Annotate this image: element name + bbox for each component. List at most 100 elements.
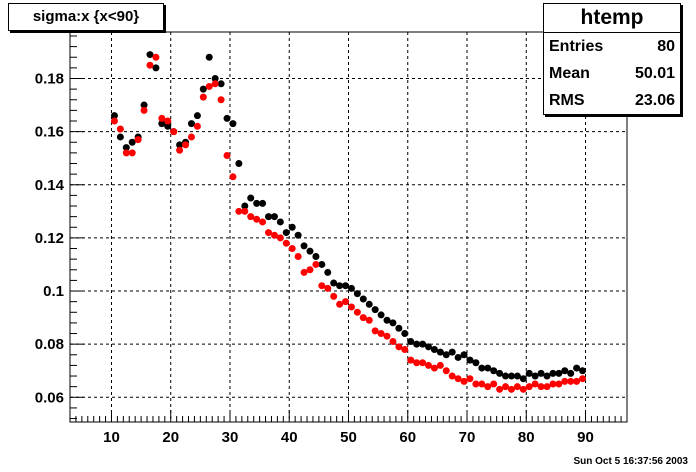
data-point-series-1 [472, 359, 480, 367]
data-point-series-1 [205, 53, 213, 61]
data-point-series-1 [484, 364, 492, 372]
data-point-series-1 [519, 375, 527, 383]
data-point-series-2 [116, 125, 124, 133]
stats-row-rms: RMS 23.06 [544, 87, 680, 114]
stats-label: Entries [549, 38, 604, 55]
stats-row-entries: Entries 80 [544, 33, 680, 60]
data-point-series-1 [253, 199, 261, 207]
x-tick-label: 50 [340, 429, 357, 446]
stats-label: Mean [549, 65, 590, 82]
data-point-series-1 [466, 356, 474, 364]
data-point-series-2 [502, 383, 510, 391]
data-point-series-2 [377, 330, 385, 338]
data-point-series-1 [502, 372, 510, 380]
data-point-series-1 [122, 144, 130, 152]
data-point-series-1 [561, 367, 569, 375]
data-point-series-1 [490, 367, 498, 375]
data-point-series-2 [478, 380, 486, 388]
data-point-series-1 [424, 343, 432, 351]
data-point-series-2 [330, 292, 338, 300]
data-point-series-1 [265, 213, 273, 221]
data-point-series-1 [371, 306, 379, 314]
data-point-series-1 [140, 101, 148, 109]
data-point-series-1 [294, 231, 302, 239]
data-point-series-1 [282, 229, 290, 237]
data-point-series-1 [430, 345, 438, 353]
timestamp: Sun Oct 5 16:37:56 2003 [573, 456, 688, 467]
data-point-series-2 [561, 377, 569, 385]
data-point-series-2 [365, 316, 373, 324]
data-point-series-1 [353, 290, 361, 298]
data-point-series-1 [579, 367, 587, 375]
data-point-series-2 [401, 345, 409, 353]
data-point-series-2 [342, 298, 350, 306]
x-tick-label: 80 [518, 429, 535, 446]
data-point-series-2 [158, 114, 166, 122]
data-point-series-2 [223, 152, 231, 160]
data-point-series-2 [294, 252, 302, 260]
y-tick-label: 0.1 [43, 283, 64, 300]
data-point-series-2 [217, 96, 225, 104]
x-tick-label: 70 [459, 429, 476, 446]
data-point-series-2 [507, 385, 515, 393]
data-point-series-2 [466, 375, 474, 383]
data-point-series-1 [395, 324, 403, 332]
data-point-series-2 [128, 149, 136, 157]
data-point-series-1 [513, 372, 521, 380]
data-point-series-2 [484, 383, 492, 391]
data-point-series-2 [573, 377, 581, 385]
data-point-series-1 [389, 319, 397, 327]
data-point-series-2 [496, 385, 504, 393]
data-point-series-2 [288, 245, 296, 253]
data-point-series-2 [513, 383, 521, 391]
data-point-series-2 [152, 53, 160, 61]
data-point-series-2 [579, 375, 587, 383]
data-point-series-1 [187, 120, 195, 128]
data-point-series-2 [383, 332, 391, 340]
x-tick-label: 30 [222, 429, 239, 446]
data-point-series-1 [419, 340, 427, 348]
data-point-series-1 [413, 340, 421, 348]
stats-value: 50.01 [634, 65, 675, 82]
data-point-series-1 [383, 316, 391, 324]
stats-label: RMS [549, 92, 585, 109]
data-point-series-1 [110, 112, 118, 120]
data-point-series-1 [146, 51, 154, 59]
data-point-series-2 [537, 383, 545, 391]
data-point-series-1 [401, 330, 409, 338]
data-point-series-2 [555, 380, 563, 388]
data-point-series-2 [146, 61, 154, 69]
x-tick-label: 60 [399, 429, 416, 446]
data-point-series-2 [318, 282, 326, 290]
data-point-series-1 [235, 160, 243, 168]
data-point-series-1 [537, 369, 545, 377]
data-point-series-2 [140, 106, 148, 114]
stats-row-mean: Mean 50.01 [544, 60, 680, 87]
data-point-series-1 [318, 260, 326, 268]
stats-value: 80 [657, 38, 675, 55]
data-point-series-1 [217, 80, 225, 88]
data-point-series-2 [253, 215, 261, 223]
data-point-series-2 [347, 303, 355, 311]
tick-labels: 10 20 30 40 50 60 70 80 90 0.06 0.08 0.1 0.12 0.14 0.1… [35, 70, 594, 446]
y-tick-label: 0.06 [35, 389, 64, 406]
data-point-series-2 [413, 359, 421, 367]
data-point-series-2 [276, 234, 284, 242]
data-point-series-2 [407, 356, 415, 364]
y-tick-label: 0.14 [35, 177, 65, 194]
data-point-series-1 [407, 338, 415, 346]
data-point-series-2 [265, 229, 273, 237]
data-point-series-1 [555, 369, 563, 377]
data-point-series-1 [460, 351, 468, 359]
data-point-series-2 [229, 173, 237, 181]
data-point-series-1 [176, 141, 184, 149]
stats-title: htemp [544, 4, 680, 33]
data-point-series-2 [282, 239, 290, 247]
data-point-series-1 [223, 114, 231, 122]
data-point-series-2 [134, 136, 142, 144]
data-point-series-1 [454, 353, 462, 361]
data-points [110, 51, 587, 393]
data-point-series-2 [187, 133, 195, 141]
data-point-series-2 [424, 361, 432, 369]
